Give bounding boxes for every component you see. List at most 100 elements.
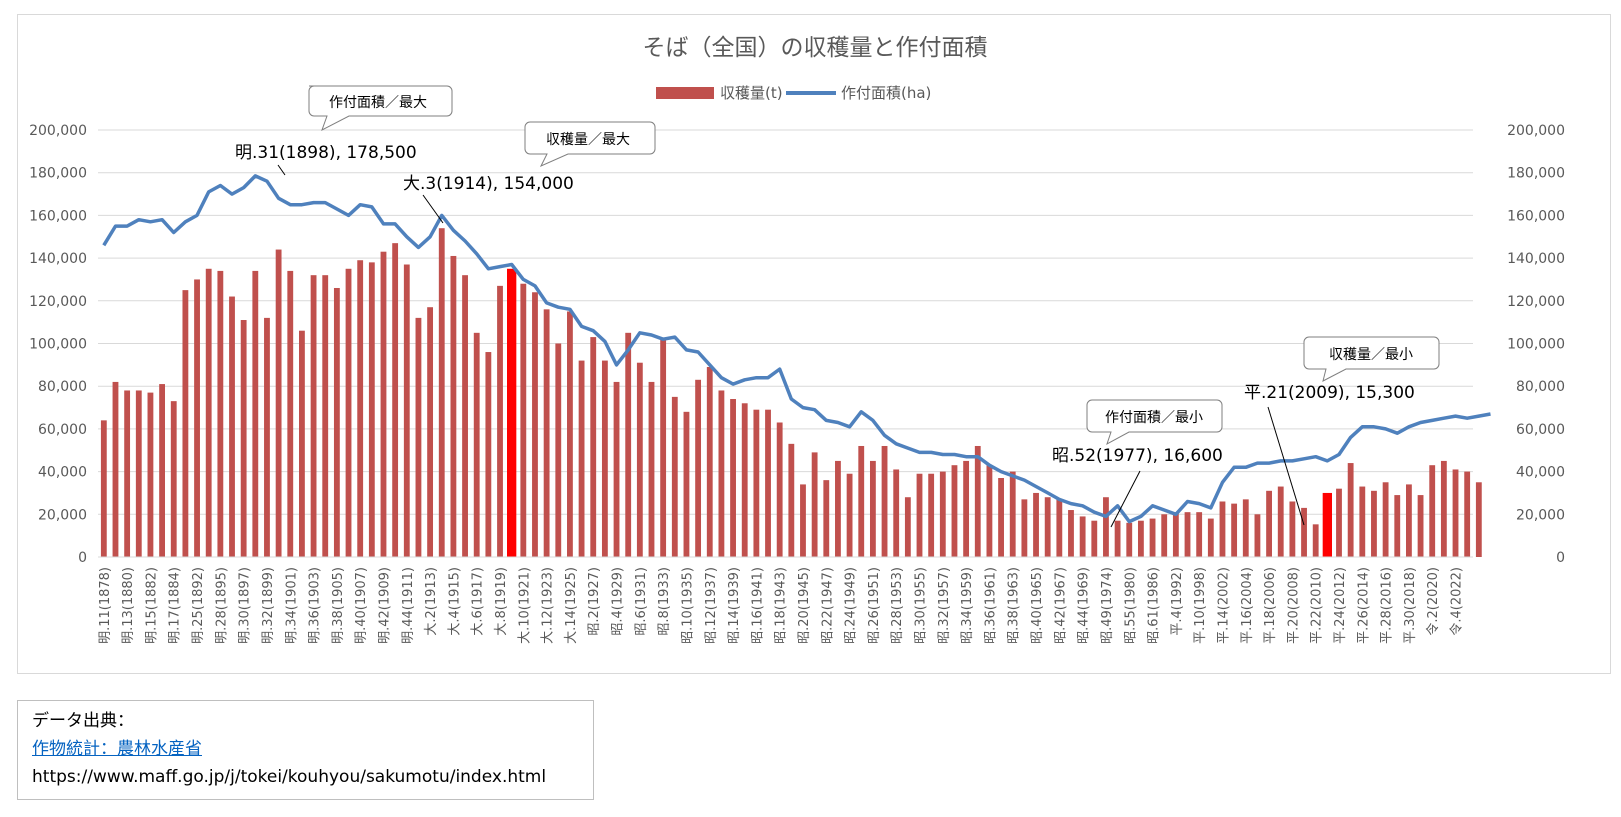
bar bbox=[881, 445, 888, 557]
x-tick-label: 平.28(2016) bbox=[1380, 567, 1395, 644]
x-tick-label: 明.15(1882) bbox=[144, 567, 159, 644]
x-tick-label: 明.40(1907) bbox=[354, 567, 369, 644]
x-tick-label: 明.34(1901) bbox=[284, 567, 299, 644]
bar bbox=[706, 366, 713, 557]
bar bbox=[1103, 497, 1109, 557]
bar bbox=[497, 285, 503, 557]
bar bbox=[788, 443, 795, 557]
legend-bar-swatch bbox=[656, 87, 714, 99]
bar bbox=[578, 360, 585, 557]
bar bbox=[695, 379, 702, 557]
bar bbox=[147, 392, 154, 557]
bar bbox=[450, 255, 457, 557]
x-tick-label: 平.26(2014) bbox=[1356, 567, 1371, 644]
bar bbox=[986, 465, 993, 557]
bar bbox=[1429, 465, 1436, 557]
x-tick-label: 大.6(1917) bbox=[471, 567, 486, 636]
bar bbox=[368, 262, 375, 557]
leader-yield-max bbox=[422, 194, 444, 224]
bar bbox=[345, 268, 352, 557]
bar bbox=[415, 317, 422, 557]
y-tick-label-right: 40,000 bbox=[1516, 465, 1565, 481]
annotation-yield-max: 収穫量／最大 大.3(1914), 154,000 bbox=[403, 121, 656, 224]
y-tick-label-left: 200,000 bbox=[29, 123, 87, 139]
x-tick-label: 明.11(1878) bbox=[98, 567, 113, 644]
bar bbox=[229, 296, 235, 557]
label-yield-max: 大.3(1914), 154,000 bbox=[403, 174, 574, 194]
x-tick-label: 明.32(1899) bbox=[261, 567, 276, 644]
x-tick-label: 明.28(1895) bbox=[214, 567, 229, 644]
x-tick-label: 昭.36(1961) bbox=[983, 567, 998, 644]
bar bbox=[543, 309, 550, 557]
bar bbox=[1301, 507, 1307, 557]
bar bbox=[357, 260, 364, 557]
bar bbox=[567, 311, 573, 557]
x-tick-label: 明.25(1892) bbox=[191, 567, 206, 644]
source-box: データ出典： 作物統計：農林水産省 https://www.maff.go.jp… bbox=[17, 700, 594, 800]
y-tick-label-left: 60,000 bbox=[38, 422, 87, 438]
x-tick-label: 平.18(2006) bbox=[1263, 567, 1278, 644]
bar bbox=[671, 396, 678, 557]
y-tick-label-right: 0 bbox=[1556, 550, 1565, 566]
y-tick-label-right: 200,000 bbox=[1507, 123, 1565, 139]
bar bbox=[275, 249, 282, 557]
bar bbox=[846, 473, 853, 557]
bar bbox=[869, 460, 876, 557]
bar bbox=[264, 317, 270, 557]
bar bbox=[1172, 512, 1179, 557]
bar bbox=[660, 339, 667, 557]
bar bbox=[532, 292, 538, 557]
x-tick-label: 昭.44(1969) bbox=[1077, 567, 1092, 644]
x-tick-label: 大.10(1921) bbox=[517, 567, 532, 644]
bar bbox=[1033, 492, 1039, 557]
x-tick-label: 大.2(1913) bbox=[424, 567, 439, 636]
source-heading: データ出典： bbox=[32, 711, 134, 731]
label-yield-min: 平.21(2009), 15,300 bbox=[1244, 383, 1415, 403]
bar bbox=[100, 420, 107, 557]
bar bbox=[112, 381, 119, 557]
x-tick-label: 大.12(1923) bbox=[541, 567, 556, 644]
bar bbox=[392, 243, 399, 557]
y-tick-label-right: 140,000 bbox=[1507, 251, 1565, 267]
x-tick-label: 昭.30(1955) bbox=[914, 567, 929, 644]
bar bbox=[217, 270, 224, 557]
callout-yield-max bbox=[524, 121, 656, 168]
bar bbox=[403, 264, 410, 557]
leader-area-max bbox=[277, 164, 286, 176]
bar bbox=[1277, 486, 1284, 557]
x-tick-label: 昭.49(1974) bbox=[1100, 567, 1115, 644]
bar bbox=[299, 330, 305, 557]
bar bbox=[1161, 514, 1168, 557]
source-link[interactable]: 作物統計：農林水産省 bbox=[32, 739, 202, 759]
bar bbox=[473, 332, 480, 557]
bar bbox=[380, 251, 387, 557]
bar bbox=[1196, 512, 1203, 557]
x-tick-label: 大.4(1915) bbox=[447, 567, 462, 636]
annotation-area-min: 作付面積／最小 昭.52(1977), 16,600 bbox=[1052, 399, 1223, 528]
bar bbox=[1312, 524, 1319, 557]
bar bbox=[170, 401, 177, 557]
y-tick-label-left: 120,000 bbox=[29, 294, 87, 310]
bar bbox=[1336, 488, 1342, 557]
y-tick-label-left: 20,000 bbox=[38, 507, 87, 523]
annotation-yield-min: 収穫量／最小 平.21(2009), 15,300 bbox=[1244, 336, 1440, 526]
bar bbox=[1242, 499, 1249, 557]
bar bbox=[753, 409, 760, 557]
x-tick-label: 昭.55(1980) bbox=[1123, 567, 1138, 644]
x-tick-label: 平.4(1992) bbox=[1170, 567, 1185, 636]
line-layer bbox=[102, 174, 1491, 524]
bar bbox=[159, 384, 166, 557]
bar bbox=[1266, 490, 1272, 557]
bar bbox=[252, 270, 259, 557]
y-tick-label-right: 100,000 bbox=[1507, 337, 1565, 353]
x-tick-label: 昭.61(1986) bbox=[1147, 567, 1162, 644]
x-tick-label: 昭.6(1931) bbox=[634, 567, 649, 636]
bar bbox=[1405, 484, 1412, 557]
callout-yield-min-text: 収穫量／最小 bbox=[1329, 347, 1413, 363]
bar bbox=[427, 307, 434, 557]
x-tick-label: 平.16(2004) bbox=[1240, 567, 1255, 644]
bar bbox=[322, 275, 329, 557]
y-tick-label-right: 160,000 bbox=[1507, 208, 1565, 224]
bar bbox=[1475, 482, 1482, 557]
bar bbox=[1056, 499, 1063, 557]
